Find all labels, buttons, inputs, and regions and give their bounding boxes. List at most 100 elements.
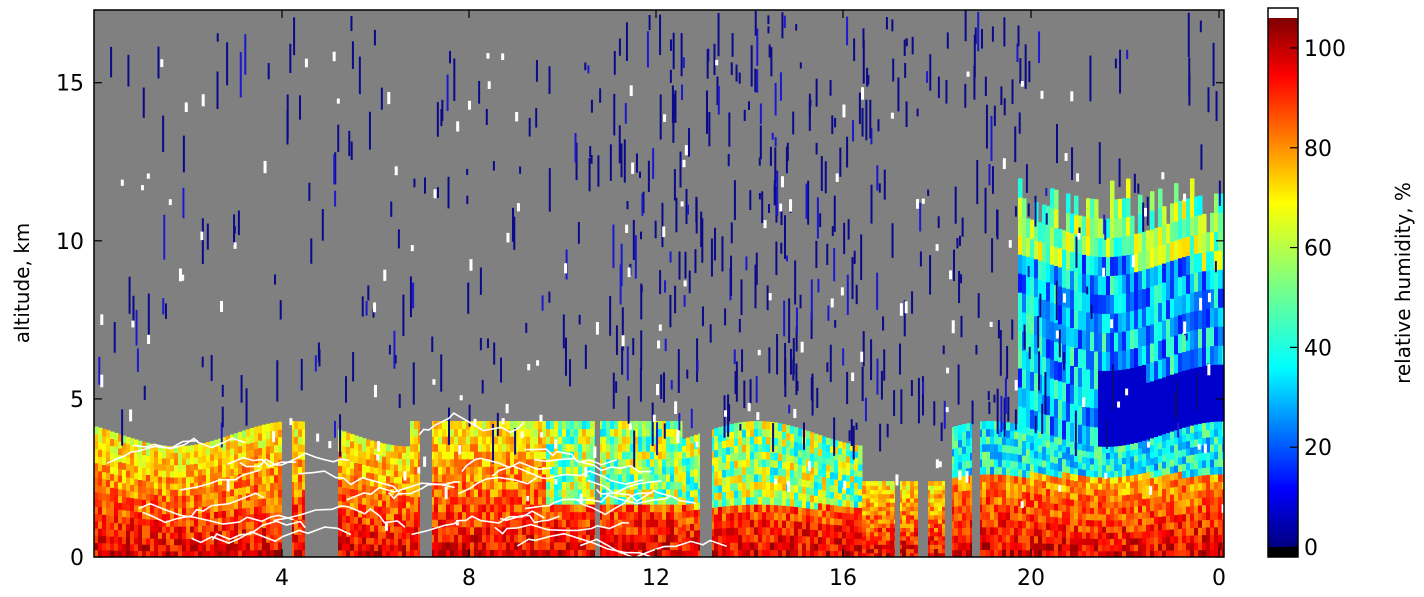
field-cell xyxy=(782,483,787,492)
field-cell xyxy=(1094,464,1099,472)
field-cell xyxy=(150,494,155,501)
field-cell xyxy=(1078,474,1083,482)
field-cell xyxy=(218,517,223,525)
field-cell xyxy=(1010,430,1015,439)
field-cell xyxy=(1034,258,1039,279)
field-cell xyxy=(790,506,795,514)
field-cell xyxy=(458,428,463,437)
field-cell xyxy=(1126,544,1131,552)
field-cell xyxy=(142,454,147,462)
field-cell xyxy=(682,530,687,538)
field-cell xyxy=(902,506,907,512)
field-cell xyxy=(1078,424,1083,444)
field-cell xyxy=(1070,308,1075,328)
field-cell xyxy=(466,473,471,482)
field-cell xyxy=(1026,492,1031,500)
field-cell xyxy=(950,499,955,508)
field-cell xyxy=(406,544,411,552)
field-cell xyxy=(150,550,155,557)
field-cell xyxy=(574,458,579,467)
field-cell xyxy=(730,549,735,557)
field-cell xyxy=(570,549,575,557)
field-cell xyxy=(1026,520,1031,529)
field-cell xyxy=(538,549,543,557)
field-cell xyxy=(162,495,167,502)
field-cell xyxy=(1046,262,1051,283)
field-cell xyxy=(1006,534,1011,543)
field-cell xyxy=(878,510,883,516)
field-cell xyxy=(346,481,351,489)
field-cell xyxy=(438,511,443,520)
field-cell xyxy=(1054,265,1059,286)
field-cell xyxy=(574,541,579,550)
field-cell xyxy=(742,526,747,535)
field-cell xyxy=(122,462,127,470)
field-cell xyxy=(1042,261,1047,282)
field-cell xyxy=(962,534,967,543)
field-cell xyxy=(854,494,859,502)
field-cell xyxy=(1106,501,1111,509)
field-cell xyxy=(798,521,803,529)
field-cell xyxy=(842,518,847,526)
field-cell xyxy=(182,520,187,527)
field-cell xyxy=(178,446,183,453)
field-cell xyxy=(742,421,747,430)
field-cell xyxy=(890,552,895,557)
field-cell xyxy=(178,520,183,527)
field-cell xyxy=(738,512,743,521)
field-cell xyxy=(858,457,863,465)
field-cell xyxy=(606,496,611,505)
field-cell xyxy=(818,489,823,497)
field-cell xyxy=(538,519,543,528)
field-cell xyxy=(818,516,823,524)
field-cell xyxy=(986,534,991,543)
field-cell xyxy=(694,455,699,463)
field-cell xyxy=(986,526,991,535)
field-cell xyxy=(1062,517,1067,525)
field-cell xyxy=(810,536,815,544)
field-cell xyxy=(530,421,535,430)
field-cell xyxy=(1106,464,1111,472)
field-cell xyxy=(542,541,547,550)
field-cell xyxy=(338,465,343,473)
field-cell xyxy=(482,458,487,467)
field-cell xyxy=(742,496,747,505)
field-cell xyxy=(562,451,567,460)
field-cell xyxy=(342,452,347,460)
field-cell xyxy=(1070,537,1075,545)
field-cell xyxy=(214,485,219,493)
field-cell xyxy=(722,513,727,522)
field-cell xyxy=(866,552,871,557)
field-cell xyxy=(598,519,603,528)
field-cell xyxy=(954,506,959,514)
field-cell xyxy=(350,488,355,497)
field-cell xyxy=(1122,513,1127,521)
field-cell xyxy=(722,447,727,456)
field-cell xyxy=(870,481,875,486)
field-cell xyxy=(550,534,555,543)
field-cell xyxy=(1022,520,1027,529)
field-cell xyxy=(138,479,143,487)
field-cell xyxy=(342,550,347,557)
field-cell xyxy=(298,549,303,557)
field-cell xyxy=(458,466,463,475)
field-cell xyxy=(210,550,215,557)
field-cell xyxy=(138,524,143,532)
field-cell xyxy=(822,536,827,545)
field-cell xyxy=(578,511,583,520)
field-cell xyxy=(750,443,755,452)
field-cell xyxy=(482,496,487,505)
field-cell xyxy=(458,481,463,490)
field-cell xyxy=(1074,531,1079,539)
field-cell xyxy=(402,501,407,509)
field-cell xyxy=(118,502,123,510)
field-cell xyxy=(1118,274,1123,295)
field-cell xyxy=(126,470,131,478)
field-cell xyxy=(474,489,479,498)
field-cell xyxy=(122,503,127,511)
field-cell xyxy=(146,499,151,507)
field-cell xyxy=(642,466,647,475)
field-cell xyxy=(386,494,391,502)
field-cell xyxy=(1118,507,1123,515)
field-cell xyxy=(1122,217,1127,237)
